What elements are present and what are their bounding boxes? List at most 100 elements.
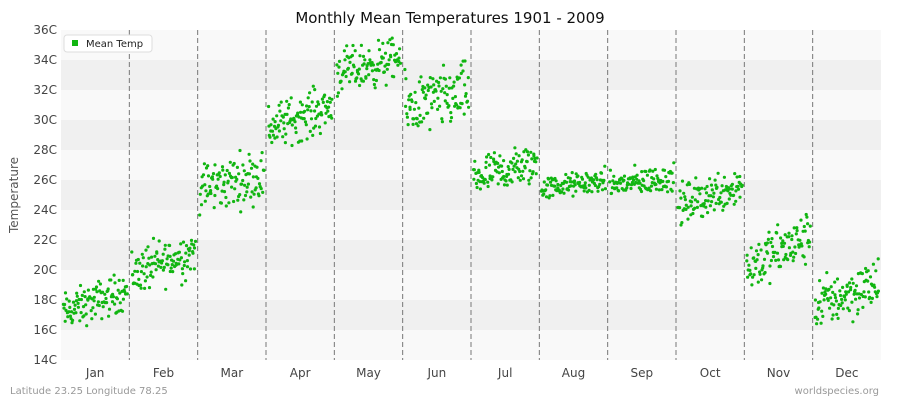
data-point xyxy=(780,241,784,245)
data-point xyxy=(410,99,414,104)
data-point xyxy=(868,295,872,299)
data-point xyxy=(497,171,501,175)
data-point xyxy=(835,312,839,316)
data-point xyxy=(612,174,616,178)
data-point xyxy=(320,113,324,117)
data-point xyxy=(708,204,713,208)
data-point xyxy=(460,102,464,106)
data-point xyxy=(507,167,511,171)
data-point xyxy=(259,159,263,163)
data-point xyxy=(306,108,310,112)
data-point xyxy=(216,177,220,181)
data-point xyxy=(431,90,435,94)
data-point xyxy=(299,110,303,114)
data-point xyxy=(321,100,325,104)
data-point xyxy=(704,205,708,209)
data-point xyxy=(506,165,510,169)
data-point xyxy=(185,259,189,263)
data-point xyxy=(93,312,97,316)
data-point xyxy=(548,180,553,184)
data-point xyxy=(303,109,307,113)
x-tick-label: Apr xyxy=(290,366,311,380)
data-point xyxy=(690,195,695,199)
data-point xyxy=(139,286,143,290)
data-point xyxy=(430,106,434,110)
data-point xyxy=(282,127,286,131)
x-tick-label: Aug xyxy=(562,366,585,380)
data-point xyxy=(260,151,264,155)
data-point xyxy=(71,318,75,322)
data-point xyxy=(592,178,596,182)
data-point xyxy=(287,103,291,107)
data-point xyxy=(861,305,865,309)
data-point xyxy=(827,287,831,291)
data-point xyxy=(511,156,516,160)
data-point xyxy=(666,190,670,194)
data-point xyxy=(161,268,165,272)
data-point xyxy=(125,292,129,296)
x-tick-label: Dec xyxy=(835,366,858,380)
data-point xyxy=(609,191,614,195)
data-point xyxy=(587,183,591,187)
footer-source: worldspecies.org xyxy=(795,386,879,397)
data-point xyxy=(362,62,366,66)
data-point xyxy=(429,102,434,106)
data-point xyxy=(795,226,799,230)
data-point xyxy=(344,74,348,79)
data-point xyxy=(63,291,68,295)
data-point xyxy=(166,263,170,267)
data-point xyxy=(256,176,260,180)
data-point xyxy=(245,190,249,194)
data-point xyxy=(876,257,880,261)
data-point xyxy=(337,59,342,64)
data-point xyxy=(416,124,420,128)
data-point xyxy=(849,288,853,292)
data-point xyxy=(589,176,594,180)
data-point xyxy=(804,212,808,217)
data-point xyxy=(510,161,514,165)
data-point xyxy=(657,188,661,192)
data-point xyxy=(105,301,109,305)
data-point xyxy=(472,168,476,172)
data-point xyxy=(828,306,832,310)
data-point xyxy=(406,123,410,127)
data-point xyxy=(118,301,122,305)
data-point xyxy=(436,107,440,111)
data-point xyxy=(800,244,804,248)
data-point xyxy=(203,183,207,187)
data-point xyxy=(502,159,506,163)
data-point xyxy=(484,160,488,164)
data-point xyxy=(82,314,86,318)
data-point xyxy=(647,186,651,190)
data-point xyxy=(704,199,708,203)
data-point xyxy=(683,198,688,202)
data-point xyxy=(452,84,456,88)
data-point xyxy=(279,119,283,123)
data-point xyxy=(467,105,471,109)
data-point xyxy=(544,188,548,192)
data-point xyxy=(818,300,822,304)
data-point xyxy=(775,251,780,255)
data-point xyxy=(89,309,93,313)
data-point xyxy=(443,91,447,95)
data-point xyxy=(404,77,408,81)
data-point xyxy=(655,174,659,178)
data-point xyxy=(438,104,442,108)
y-tick-label: 34C xyxy=(33,53,57,67)
data-point xyxy=(709,194,713,198)
data-point xyxy=(432,83,436,87)
data-point xyxy=(445,93,449,97)
data-point xyxy=(350,53,354,58)
data-point xyxy=(82,290,86,294)
data-point xyxy=(478,187,482,191)
data-point xyxy=(693,198,697,202)
data-point xyxy=(183,260,187,264)
data-point xyxy=(546,183,550,187)
data-point xyxy=(75,291,79,295)
data-point xyxy=(594,172,598,176)
data-point xyxy=(649,184,654,188)
data-point xyxy=(845,284,849,288)
data-point xyxy=(227,201,231,205)
data-point xyxy=(397,56,401,60)
data-point xyxy=(437,80,441,85)
